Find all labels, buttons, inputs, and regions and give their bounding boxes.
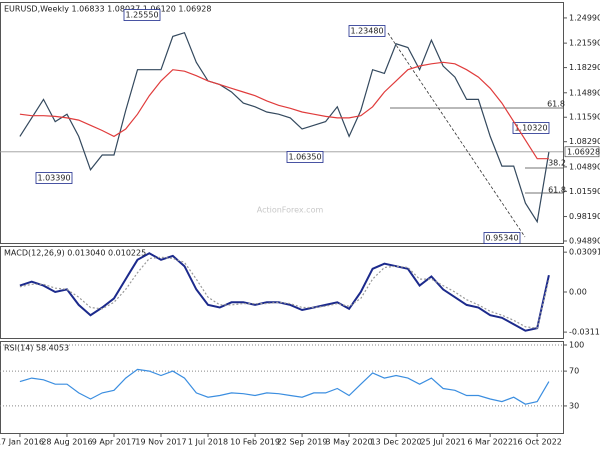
y-tick-label: 100 — [569, 341, 584, 350]
panel-frame — [0, 2, 564, 244]
panel-title: MACD(12,26,9) 0.013040 0.010225 — [4, 249, 146, 258]
y-tick-label: 30 — [569, 401, 579, 410]
y-tick-label: 0.98190 — [569, 212, 600, 221]
series-line — [19, 256, 550, 329]
x-tick-label: 22 Sep 2019 — [277, 438, 328, 447]
panel-title: RSI(14) 58.4053 — [4, 344, 69, 353]
y-tick-label: 1.21590 — [569, 39, 600, 48]
x-tick-label: 28 Aug 2016 — [41, 438, 92, 447]
x-tick-label: 19 Nov 2017 — [135, 438, 186, 447]
y-tick-label: 1.24990 — [569, 13, 600, 22]
annotation: 38.2 — [548, 159, 566, 168]
annotation: 1.25550 — [125, 11, 158, 20]
panel-title: EURUSD,Weekly 1.06833 1.08037 1.06120 1.… — [4, 5, 211, 14]
series-line — [19, 252, 550, 332]
annotation: 61.8 — [547, 100, 565, 109]
annotation: 0.95340 — [485, 234, 518, 243]
y-tick-label: 1.04890 — [569, 162, 600, 171]
y-tick-label: 0.030916 — [569, 248, 600, 257]
annotation: 1.03390 — [37, 174, 70, 183]
watermark: ActionForex.com — [257, 206, 324, 215]
last-price-box — [564, 146, 600, 158]
trend-line — [387, 32, 526, 238]
annotation-box — [348, 25, 386, 37]
y-tick-label: 1.14890 — [569, 88, 600, 97]
series-line — [19, 31, 550, 224]
y-tick-label: -0.031124 — [569, 328, 600, 337]
panel-frame — [0, 341, 564, 434]
annotation: 1.10320 — [514, 124, 547, 133]
annotation: 1.23480 — [350, 27, 383, 36]
y-tick-label: 0.00 — [569, 288, 587, 297]
y-tick-label: 0.94890 — [569, 236, 600, 245]
annotation: 1.06350 — [288, 153, 321, 162]
annotation-box — [512, 122, 550, 134]
annotation-box — [35, 172, 73, 184]
last-price-label: 1.06928 — [567, 147, 600, 156]
series-line — [19, 368, 550, 405]
series-line — [19, 61, 549, 160]
x-tick-label: 9 Apr 2017 — [92, 438, 136, 447]
y-tick-label: 1.08290 — [569, 137, 600, 146]
x-tick-label: 1 Jul 2018 — [188, 438, 228, 447]
annotation: 61.8 — [548, 186, 566, 195]
x-tick-label: 10 Feb 2019 — [230, 438, 280, 447]
x-tick-label: 6 Mar 2022 — [467, 438, 513, 447]
x-tick-label: 16 Oct 2022 — [512, 438, 561, 447]
y-tick-label: 70 — [569, 367, 579, 376]
x-tick-label: 13 Dec 2020 — [371, 438, 422, 447]
annotation-box — [123, 9, 161, 21]
x-tick-label: 25 Jul 2021 — [420, 438, 465, 447]
y-tick-label: 1.18290 — [569, 63, 600, 72]
annotation-box — [286, 151, 324, 163]
y-tick-label: 1.11590 — [569, 113, 600, 122]
x-tick-label: 3 May 2020 — [326, 438, 373, 447]
y-tick-label: 1.01590 — [569, 187, 600, 196]
annotation-box — [483, 232, 521, 244]
x-tick-label: 17 Jan 2016 — [0, 438, 44, 447]
